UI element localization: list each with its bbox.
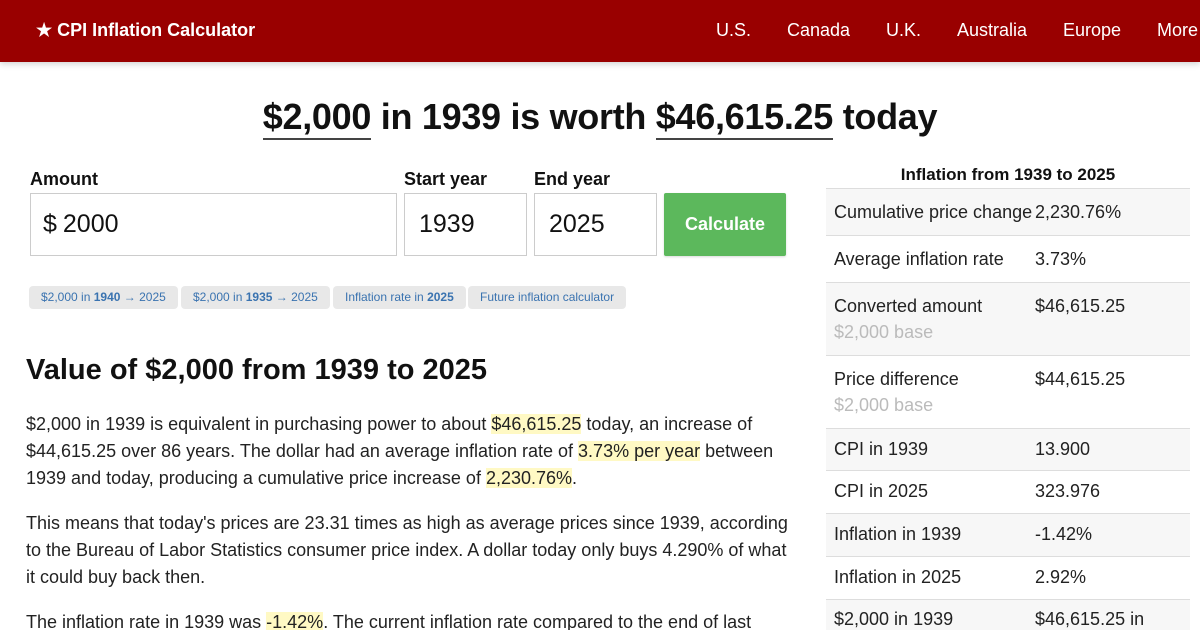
row-label: Inflation in 1939 (834, 524, 962, 544)
row-value: $46,615.25 (1035, 296, 1126, 316)
table-row: CPI in 1939 13.900 (826, 429, 1190, 471)
chip-bold: 1940 (93, 290, 121, 304)
headline-result: $46,615.25 (655, 96, 833, 140)
nav-us[interactable]: U.S. (716, 20, 752, 40)
row-value: 2.92% (1035, 567, 1087, 587)
table-row: Converted amount $2,000 base $46,615.25 (826, 283, 1190, 356)
brand-link[interactable]: ★ CPI Inflation Calculator (36, 20, 256, 40)
inflation-summary-table: Inflation from 1939 to 2025 Cumulative p… (826, 160, 1190, 630)
page-title: $2,000 in 1939 is worth $46,615.25 today (0, 96, 1200, 140)
row-label: Average inflation rate (834, 249, 1004, 269)
chip-text: Inflation rate in (345, 290, 428, 304)
row-label: Inflation in 2025 (834, 567, 962, 587)
headline-end: today (842, 96, 938, 137)
chip-inflation-rate-2025[interactable]: Inflation rate in 2025 (333, 286, 466, 309)
chip-future-calculator[interactable]: Future inflation calculator (468, 286, 627, 309)
summary-paragraph: $2,000 in 1939 is equivalent in purchasi… (26, 411, 796, 492)
top-nav-bar: ★ CPI Inflation Calculator U.S. Canada U… (0, 0, 1200, 62)
table-row: Price difference $2,000 base $44,615.25 (826, 356, 1190, 429)
row-label: Price difference $2,000 base (834, 366, 1035, 418)
row-sublabel: $2,000 base (834, 322, 934, 342)
row-value: $46,615.25 in (1035, 609, 1145, 629)
end-year-label: End year (534, 169, 611, 189)
calculate-button[interactable]: Calculate (664, 193, 786, 256)
chip-bold: 2025 (427, 290, 454, 304)
chip-text: → 2025 (120, 290, 166, 304)
start-year-input[interactable] (419, 210, 514, 239)
chip-1940[interactable]: $2,000 in 1940 → 2025 (29, 286, 178, 309)
row-value: 2,230.76% (1035, 202, 1122, 222)
nav-more[interactable]: More (1157, 20, 1199, 40)
row-value: 323.976 (1035, 481, 1101, 501)
highlight-value: $46,615.25 (491, 414, 582, 434)
row-label: CPI in 2025 (834, 481, 929, 501)
highlight-cumulative: 2,230.76% (485, 468, 573, 488)
nav-australia[interactable]: Australia (957, 20, 1028, 40)
amount-label: Amount (30, 169, 98, 189)
chip-1935[interactable]: $2,000 in 1935 → 2025 (181, 286, 330, 309)
table-row: Cumulative price change 2,230.76% (826, 189, 1190, 236)
row-label: $2,000 in 1939 (834, 609, 954, 629)
text: . The current inflation rate compared to… (323, 612, 752, 630)
chip-text: → 2025 (272, 290, 318, 304)
nav-europe[interactable]: Europe (1063, 20, 1122, 40)
nav-uk[interactable]: U.K. (886, 20, 922, 40)
chip-text: Future inflation calculator (480, 290, 615, 304)
amount-input[interactable] (62, 210, 384, 239)
table-row: Inflation in 2025 2.92% (826, 557, 1190, 600)
text: between 1939 and today, producing a cumu… (26, 441, 774, 488)
end-year-input[interactable] (549, 210, 644, 239)
chip-text: $2,000 in (41, 290, 94, 304)
table-title: Inflation from 1939 to 2025 (826, 160, 1190, 189)
row-sublabel: $2,000 base (834, 395, 934, 415)
dollar-prefix: $ (43, 210, 57, 238)
highlight-rate: 3.73% per year (578, 441, 701, 461)
text: today, an increase of $44,615.25 over 86… (26, 414, 753, 461)
explanation-paragraph: This means that today's prices are 23.31… (26, 513, 788, 587)
start-year-label: Start year (404, 169, 488, 189)
end-year-field[interactable] (534, 193, 657, 256)
start-year-field[interactable] (404, 193, 527, 256)
table-row: Average inflation rate 3.73% (826, 236, 1190, 283)
section-title: Value of $2,000 from 1939 to 2025 (26, 354, 488, 386)
row-label: Converted amount $2,000 base (834, 293, 1035, 345)
row-value: 3.73% (1035, 249, 1087, 269)
highlight-inflation: -1.42% (266, 612, 324, 630)
text: The inflation rate in 1939 was (26, 612, 267, 630)
amount-field[interactable]: $ (30, 193, 397, 256)
chip-text: $2,000 in (193, 290, 246, 304)
nav-canada[interactable]: Canada (787, 20, 851, 40)
table-row: CPI in 2025 323.976 (826, 471, 1190, 514)
chip-bold: 1935 (245, 290, 273, 304)
row-label: CPI in 1939 (834, 439, 929, 459)
row-value: $44,615.25 (1035, 369, 1126, 389)
inflation-rate-paragraph: The inflation rate in 1939 was -1.42%. T… (26, 609, 796, 630)
row-label: Cumulative price change (834, 202, 1033, 222)
table-row: $2,000 in 1939 $46,615.25 in (826, 600, 1190, 630)
headline-amount: $2,000 (262, 96, 371, 140)
text: . (572, 468, 578, 488)
text: $2,000 in 1939 is equivalent in purchasi… (26, 414, 492, 434)
row-value: 13.900 (1035, 439, 1091, 459)
headline-middle: in 1939 is worth (380, 96, 647, 137)
table-row: Inflation in 1939 -1.42% (826, 514, 1190, 557)
country-nav: U.S. Canada U.K. Australia Europe More (0, 20, 1200, 42)
row-value: -1.42% (1035, 524, 1093, 544)
